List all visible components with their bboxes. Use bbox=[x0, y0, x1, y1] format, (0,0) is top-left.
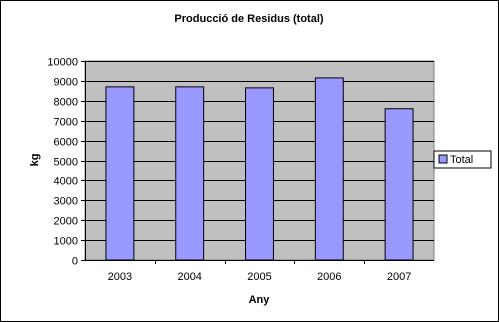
x-tick-label: 2004 bbox=[177, 271, 201, 283]
legend-swatch-total bbox=[438, 154, 448, 164]
x-axis-label: Any bbox=[249, 294, 271, 306]
y-tick-label: 4000 bbox=[54, 176, 78, 188]
x-tick-label: 2003 bbox=[108, 271, 132, 283]
y-tick-label: 7000 bbox=[54, 117, 78, 129]
bar-2005 bbox=[245, 87, 274, 261]
plot-area bbox=[84, 60, 435, 261]
chart-title: Producció de Residus (total) bbox=[174, 13, 323, 25]
y-tick-label: 2000 bbox=[54, 216, 78, 228]
y-tick-label: 1000 bbox=[54, 236, 78, 248]
legend-box bbox=[433, 150, 492, 169]
y-tick-label: 5000 bbox=[54, 157, 78, 169]
bar-2006 bbox=[314, 77, 344, 261]
x-tick-label: 2007 bbox=[387, 271, 411, 283]
y-axis-ticks: 0 1000 2000 3000 4000 5000 6000 7000 8000 9000 100… bbox=[47, 57, 85, 268]
bar-2007 bbox=[384, 108, 414, 261]
legend: Total bbox=[433, 150, 492, 169]
bar-2003 bbox=[105, 86, 135, 261]
legend-label-total: Total bbox=[450, 154, 473, 166]
y-tick-label: 3000 bbox=[54, 196, 78, 208]
y-tick-label: 6000 bbox=[54, 137, 78, 149]
bar-2004 bbox=[175, 86, 205, 261]
y-tick-label: 8000 bbox=[54, 97, 78, 109]
y-axis-label: kg bbox=[29, 154, 41, 167]
y-tick-label: 9000 bbox=[54, 77, 78, 89]
x-axis-ticks: 2003 2004 2005 2006 2007 bbox=[108, 260, 411, 283]
y-tick-label: 0 bbox=[72, 256, 78, 268]
x-tick-label: 2006 bbox=[317, 271, 341, 283]
x-tick-label: 2005 bbox=[247, 271, 271, 283]
y-tick-label: 10000 bbox=[47, 57, 78, 69]
